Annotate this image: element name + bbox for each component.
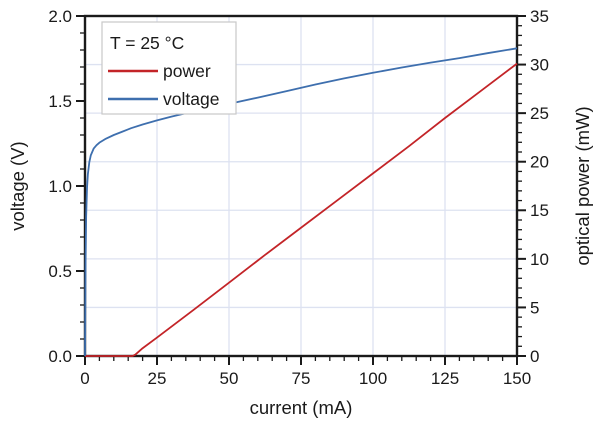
- right-axis-tick-label: 25: [530, 104, 549, 123]
- left-axis-tick-label: 0.0: [48, 347, 72, 366]
- right-axis-tick-label: 35: [530, 7, 549, 26]
- legend-title: T = 25 °C: [110, 33, 184, 53]
- x-axis-title: current (mA): [250, 397, 353, 418]
- right-axis-tick-label: 30: [530, 56, 549, 75]
- x-axis-tick-label: 50: [220, 369, 239, 388]
- right-axis-tick-label: 20: [530, 153, 549, 172]
- left-axis-title: voltage (V): [7, 141, 28, 230]
- x-axis-tick-label: 100: [359, 369, 387, 388]
- voltage-curve: [84, 47, 518, 357]
- right-axis-tick-label: 5: [530, 298, 539, 317]
- left-axis-tick-label: 1.0: [48, 177, 72, 196]
- right-axis-tick-label: 15: [530, 201, 549, 220]
- x-axis-tick-label: 125: [431, 369, 459, 388]
- right-axis-title: optical power (mW): [572, 106, 593, 265]
- right-axis-tick-label: 10: [530, 250, 549, 269]
- legend-label-power: power: [163, 61, 211, 81]
- x-axis-tick-label: 25: [148, 369, 167, 388]
- x-axis-tick-label: 75: [292, 369, 311, 388]
- right-axis-tick-label: 0: [530, 347, 539, 366]
- x-axis-tick-label: 0: [80, 369, 89, 388]
- legend-label-voltage: voltage: [163, 89, 219, 109]
- left-axis-tick-label: 2.0: [48, 7, 72, 26]
- left-axis-tick-label: 0.5: [48, 262, 72, 281]
- power-curve: [85, 62, 518, 357]
- x-axis-tick-label: 150: [503, 369, 531, 388]
- left-axis-tick-label: 1.5: [48, 92, 72, 111]
